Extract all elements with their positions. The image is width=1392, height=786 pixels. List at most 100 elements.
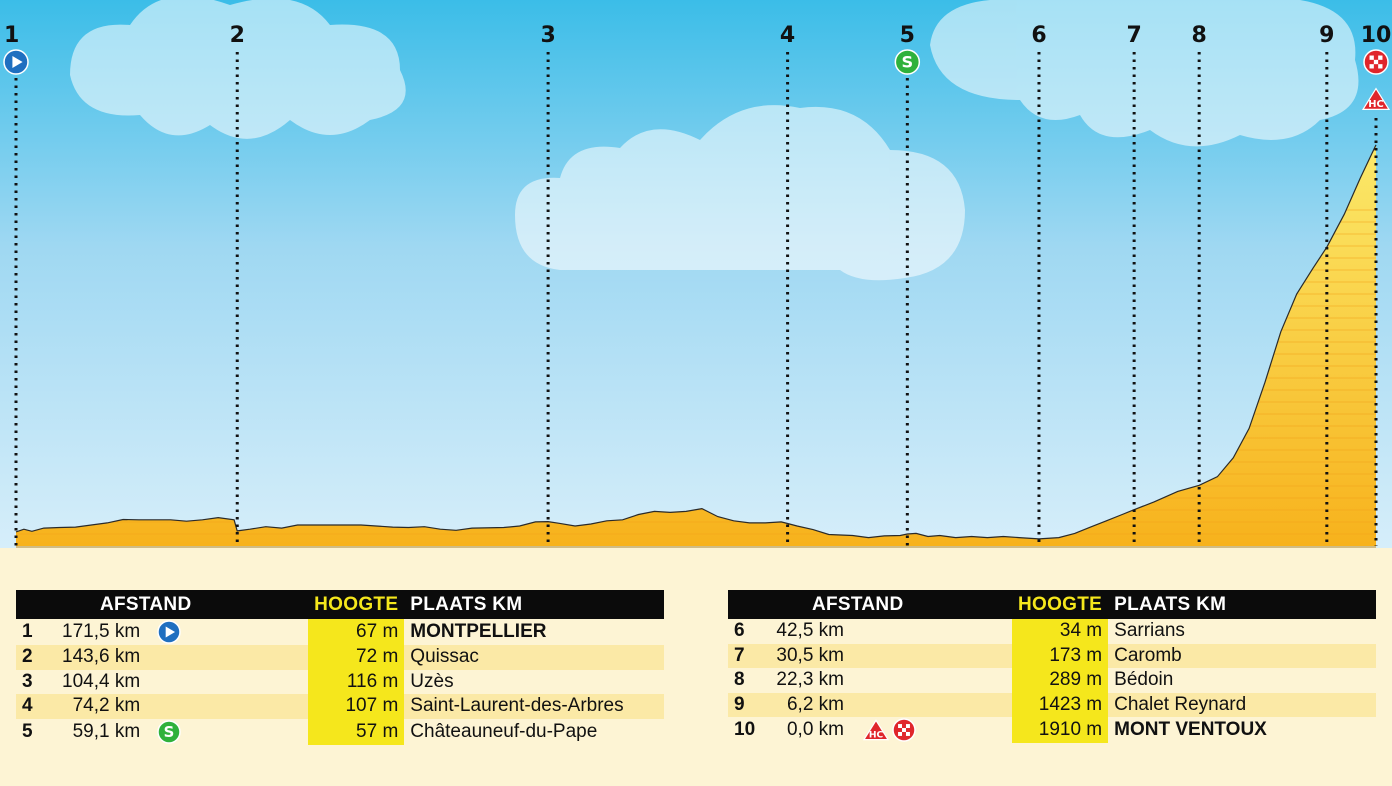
row-distance: 59,1 km <box>56 718 147 745</box>
marker-3: 3 <box>540 23 556 546</box>
marker-1: 1 <box>3 23 29 546</box>
row-distance: 30,5 km <box>768 643 850 669</box>
marker-label: 2 <box>230 23 245 48</box>
stage-table-right: AFSTAND HOOGTE PLAATS KM 6 42,5 km 34 m Sar… <box>728 590 1376 744</box>
elevation-line <box>15 144 1377 540</box>
row-icon <box>146 694 309 719</box>
row-number: 1 <box>16 619 56 645</box>
table-row: 2 143,6 km 72 m Quissac <box>16 645 664 670</box>
marker-label: 5 <box>900 23 915 48</box>
row-icon <box>146 645 309 670</box>
finish-icon <box>1363 49 1389 75</box>
marker-label: 6 <box>1031 23 1046 48</box>
svg-text:S: S <box>164 723 175 741</box>
table-row: 7 30,5 km 173 m Caromb <box>728 643 1376 669</box>
marker-9: 9 <box>1319 23 1334 546</box>
marker-label: 1 <box>4 23 19 48</box>
marker-4: 4 <box>780 23 795 546</box>
marker-label: 3 <box>540 23 555 48</box>
stage-table-left: AFSTAND HOOGTE PLAATS KM 1 171,5 km 67 m MO… <box>16 590 664 745</box>
row-place: Uzès <box>404 669 664 695</box>
row-altitude: 1910 m <box>1012 717 1109 744</box>
row-altitude: 57 m <box>308 718 405 745</box>
row-number: 6 <box>728 619 768 644</box>
row-number: 2 <box>16 645 56 670</box>
row-place: Saint-Laurent-des-Arbres <box>404 694 664 719</box>
marker-label: 8 <box>1192 23 1207 48</box>
sprint-icon: S <box>157 720 181 744</box>
row-icon <box>850 692 1012 718</box>
marker-6: 6 <box>1031 23 1047 546</box>
sprint-icon-wrapper: S <box>157 720 181 744</box>
row-place: MONTPELLIER <box>404 619 664 645</box>
row-distance: 0,0 km <box>768 717 850 744</box>
svg-text:HC: HC <box>869 731 884 741</box>
table-row: 3 104,4 km 116 m Uzès <box>16 669 664 695</box>
table-row: 10 0,0 km HC 1910 m MONT VENTOUX <box>728 717 1376 744</box>
row-distance: 6,2 km <box>768 692 850 718</box>
marker-2: 2 <box>230 23 245 546</box>
svg-text:HC: HC <box>1368 99 1384 110</box>
header-plaats: PLAATS KM <box>404 590 664 619</box>
header-hoogte: HOOGTE <box>308 590 405 619</box>
row-distance: 143,6 km <box>56 645 147 670</box>
elevation-area <box>16 144 1376 546</box>
row-icon <box>850 668 1012 693</box>
row-distance: 171,5 km <box>56 619 147 645</box>
row-place: Bédoin <box>1108 668 1376 693</box>
marker-10: 10 HC <box>1361 23 1392 546</box>
hc-climb-icon: HC <box>1361 87 1391 110</box>
row-altitude: 173 m <box>1012 643 1109 669</box>
row-altitude: 107 m <box>308 694 405 719</box>
row-number: 8 <box>728 668 768 693</box>
row-distance: 104,4 km <box>56 669 147 695</box>
row-distance: 22,3 km <box>768 668 850 693</box>
row-place: Caromb <box>1108 643 1376 669</box>
row-distance: 74,2 km <box>56 694 147 719</box>
table-row: 6 42,5 km 34 m Sarrians <box>728 619 1376 644</box>
row-number: 4 <box>16 694 56 719</box>
row-altitude: 34 m <box>1012 619 1109 644</box>
header-hoogte: HOOGTE <box>1012 590 1109 619</box>
row-altitude: 116 m <box>308 669 405 695</box>
finish-icon <box>892 718 916 743</box>
start-icon-wrapper <box>157 620 181 644</box>
start-icon <box>3 49 29 75</box>
row-altitude: 289 m <box>1012 668 1109 693</box>
row-altitude: 1423 m <box>1012 692 1109 718</box>
hc-finish-icons: HC <box>862 718 916 743</box>
row-icon <box>146 669 309 695</box>
row-altitude: 72 m <box>308 645 405 670</box>
row-distance: 42,5 km <box>768 619 850 644</box>
table-row: 1 171,5 km 67 m MONTPELLIER <box>16 619 664 645</box>
stage-profile-chart: 1 2 3 4 5S 6 7 8 9 10 HC <box>0 0 1392 548</box>
table-row: 5 59,1 km S 57 m Châteauneuf-du-Pape <box>16 718 664 745</box>
row-place: Chalet Reynard <box>1108 692 1376 718</box>
row-icon <box>850 643 1012 669</box>
table-row: 4 74,2 km 107 m Saint-Laurent-des-Arbres <box>16 694 664 719</box>
marker-5: 5S <box>894 23 921 546</box>
marker-label: 10 <box>1361 23 1392 48</box>
row-number: 9 <box>728 692 768 718</box>
row-icon: S <box>146 718 309 745</box>
header-plaats: PLAATS KM <box>1108 590 1376 619</box>
start-icon <box>157 620 181 644</box>
hc-climb-icon: HC <box>862 719 890 741</box>
table-row: 9 6,2 km 1423 m Chalet Reynard <box>728 692 1376 718</box>
row-number: 7 <box>728 643 768 669</box>
marker-label: 9 <box>1319 23 1334 48</box>
row-place: Sarrians <box>1108 619 1376 644</box>
sprint-icon: S <box>894 49 921 75</box>
table-row: 8 22,3 km 289 m Bédoin <box>728 668 1376 693</box>
row-number: 10 <box>728 717 768 744</box>
marker-label: 4 <box>780 23 795 48</box>
row-place: Châteauneuf-du-Pape <box>404 718 664 745</box>
marker-8: 8 <box>1192 23 1207 546</box>
header-afstand: AFSTAND <box>768 590 1012 619</box>
row-place: Quissac <box>404 645 664 670</box>
marker-label: 7 <box>1126 23 1141 48</box>
header-afstand: AFSTAND <box>56 590 309 619</box>
row-altitude: 67 m <box>308 619 405 645</box>
row-number: 3 <box>16 669 56 695</box>
row-place: MONT VENTOUX <box>1108 717 1376 744</box>
